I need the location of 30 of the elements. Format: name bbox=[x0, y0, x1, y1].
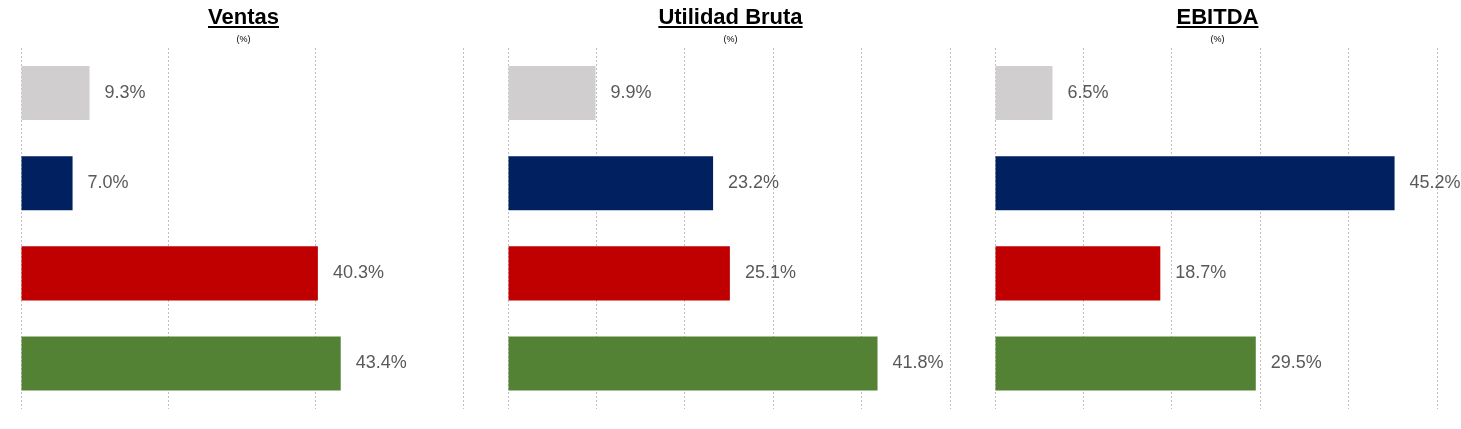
chart-title: EBITDA bbox=[1174, 4, 1261, 30]
bar bbox=[21, 66, 90, 121]
data-label: 29.5% bbox=[1270, 352, 1322, 373]
bar bbox=[21, 336, 341, 391]
data-label: 6.5% bbox=[1067, 82, 1109, 103]
bar bbox=[21, 246, 318, 301]
data-label: 41.8% bbox=[892, 352, 944, 373]
bar bbox=[508, 66, 596, 121]
data-label: 9.9% bbox=[610, 82, 652, 103]
chart-subtitle: (%) bbox=[1210, 34, 1225, 44]
data-label: 9.3% bbox=[104, 82, 146, 103]
chart-subtitle: (%) bbox=[723, 34, 738, 44]
data-label: 45.2% bbox=[1409, 172, 1461, 193]
data-label: 25.1% bbox=[744, 262, 796, 283]
data-label: 23.2% bbox=[728, 172, 780, 193]
bar bbox=[508, 336, 878, 391]
bar bbox=[995, 336, 1256, 391]
data-label: 40.3% bbox=[332, 262, 384, 283]
chart-subtitle: (%) bbox=[236, 34, 251, 44]
bar bbox=[995, 246, 1161, 301]
bar bbox=[508, 246, 730, 301]
bar bbox=[21, 156, 73, 211]
data-label: 7.0% bbox=[87, 172, 129, 193]
bar bbox=[508, 156, 714, 211]
bar bbox=[995, 66, 1053, 121]
data-label: 18.7% bbox=[1175, 262, 1227, 283]
chart-title: Ventas bbox=[206, 4, 281, 30]
chart-title: Utilidad Bruta bbox=[656, 4, 805, 30]
bar bbox=[995, 156, 1395, 211]
data-label: 43.4% bbox=[355, 352, 407, 373]
